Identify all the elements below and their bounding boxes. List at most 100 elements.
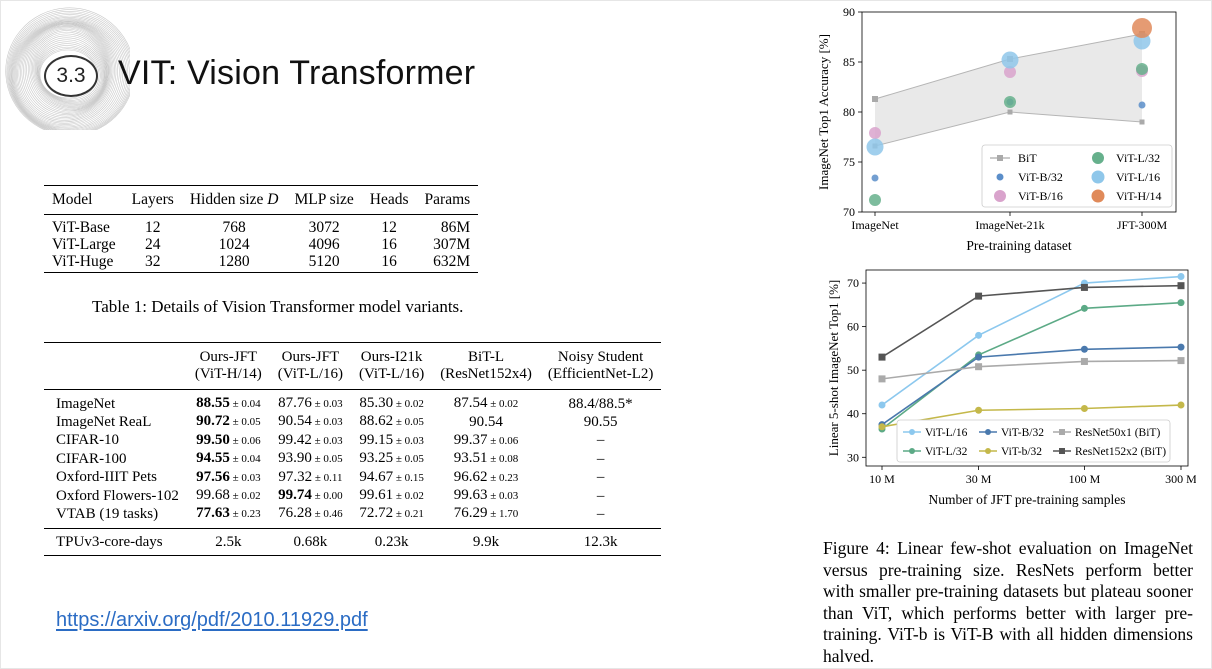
table-cell: 99.50 ± 0.06 bbox=[196, 431, 261, 448]
table-header-row: Ours-JFT (ViT-H/14) Ours-JFT (ViT-L/16) Ours… bbox=[44, 342, 662, 390]
table-cell: 307M bbox=[433, 236, 471, 253]
x-tick-label: ImageNet-21k bbox=[975, 218, 1044, 232]
table-cell: 2.5k bbox=[186, 527, 270, 557]
y-tick-label: 60 bbox=[847, 320, 859, 334]
column-header: MLP size bbox=[286, 185, 362, 215]
table-cell: 88.62 ± 0.05 bbox=[359, 413, 424, 430]
table-cell: 86M bbox=[440, 219, 471, 236]
table-cell: 99.74 ± 0.00 bbox=[278, 487, 343, 504]
data-point bbox=[1177, 299, 1185, 307]
legend-swatch bbox=[996, 173, 1004, 181]
table-cell: 90.54 bbox=[469, 413, 503, 430]
data-point bbox=[1177, 273, 1185, 281]
data-point bbox=[1080, 283, 1088, 291]
bit-upper-point bbox=[872, 96, 878, 102]
row-label: TPUv3-core-days bbox=[44, 527, 187, 557]
table-cell: 88.4/88.5* bbox=[568, 395, 633, 412]
y-tick-label: 50 bbox=[847, 363, 859, 377]
legend-label: ViT-H/14 bbox=[1116, 189, 1162, 203]
table-cell: 99.61 ± 0.02 bbox=[359, 487, 424, 504]
table-caption: Table 1: Details of Vision Transformer m… bbox=[92, 297, 464, 316]
data-point bbox=[975, 331, 983, 339]
table-cell: 0.68k bbox=[269, 527, 351, 557]
table-cell: 99.37 ± 0.06 bbox=[453, 431, 519, 448]
table-row: CIFAR-100 94.55 ± 0.04 93.90 ± 0.05 93.25 ±… bbox=[44, 450, 661, 468]
data-point bbox=[1080, 357, 1088, 365]
table-cell: 93.25 ± 0.05 bbox=[359, 450, 424, 467]
column-header: Noisy Student (EfficientNet-L2) bbox=[539, 342, 662, 390]
x-tick-label: 300 M bbox=[1165, 472, 1196, 486]
legend-swatch bbox=[1059, 429, 1065, 435]
data-point bbox=[975, 353, 983, 361]
table-cell: – bbox=[596, 469, 605, 486]
model-variants-table: Model Layers Hidden size D MLP size Head… bbox=[44, 185, 479, 273]
data-point bbox=[1080, 345, 1088, 353]
table-cell: 97.32 ± 0.11 bbox=[278, 468, 343, 485]
x-tick-label: 10 M bbox=[869, 472, 895, 486]
column-header: Ours-I21k (ViT-L/16) bbox=[350, 342, 433, 390]
table-cell: – bbox=[596, 487, 605, 504]
table-cell: 1024 bbox=[218, 236, 250, 253]
scatter-point bbox=[869, 127, 881, 139]
series-line bbox=[881, 346, 1182, 426]
table-cell: 96.62 ± 0.23 bbox=[453, 468, 519, 485]
legend-label: ResNet152x2 (BiT) bbox=[1075, 446, 1166, 458]
table-cell: 99.42 ± 0.03 bbox=[278, 431, 343, 448]
legend-swatch bbox=[909, 448, 915, 454]
table-cell: 16 bbox=[381, 236, 397, 253]
scatter-point bbox=[1004, 96, 1016, 108]
table-cell: 72.72 ± 0.21 bbox=[359, 505, 424, 522]
row-label: ImageNet bbox=[56, 395, 116, 412]
scatter-point bbox=[1001, 51, 1019, 69]
x-tick-label: 100 M bbox=[1069, 472, 1101, 486]
series-line bbox=[881, 359, 1182, 380]
row-label: CIFAR-10 bbox=[56, 432, 120, 449]
table-cell: 632M bbox=[416, 253, 479, 273]
table-cell: 87.54 ± 0.02 bbox=[453, 395, 519, 411]
data-point bbox=[878, 353, 886, 361]
column-header bbox=[44, 342, 187, 390]
y-tick-label: 80 bbox=[843, 105, 855, 119]
data-point bbox=[1080, 304, 1088, 312]
row-label: ImageNet ReaL bbox=[56, 413, 152, 430]
legend-swatch bbox=[985, 448, 991, 454]
table-cell: 12 bbox=[144, 219, 161, 236]
table-row: Oxford-IIIT Pets 97.56 ± 0.03 97.32 ± 0.11… bbox=[44, 469, 661, 487]
legend-label: ViT-L/32 bbox=[925, 446, 968, 458]
series-line bbox=[881, 284, 1182, 358]
data-point bbox=[975, 292, 983, 300]
y-tick-label: 70 bbox=[843, 205, 855, 219]
column-header: Layers bbox=[123, 185, 182, 215]
scatter-point bbox=[871, 174, 879, 182]
paper-link[interactable]: https://arxiv.org/pdf/2010.11929.pdf bbox=[56, 609, 368, 631]
data-point bbox=[1177, 401, 1185, 409]
legend-swatch bbox=[997, 155, 1003, 161]
column-header: Hidden size D bbox=[181, 185, 287, 215]
legend-label: ResNet50x1 (BiT) bbox=[1075, 427, 1160, 439]
series-line bbox=[881, 275, 1182, 406]
table-cell: 99.63 ± 0.03 bbox=[453, 487, 519, 504]
slide-title: VIT: Vision Transformer bbox=[118, 54, 476, 92]
tpu-row: TPUv3-core-days 2.5k 0.68k 0.23k 9.9k 12.3k bbox=[44, 527, 662, 557]
scatter-point bbox=[866, 138, 884, 156]
y-tick-label: 85 bbox=[843, 55, 855, 69]
table-cell: 77.63 ± 0.23 bbox=[196, 505, 261, 522]
legend-swatch bbox=[1091, 189, 1105, 203]
x-tick-label: ImageNet bbox=[851, 218, 899, 232]
table-cell: 9.9k bbox=[432, 527, 540, 557]
plot-frame bbox=[865, 269, 1189, 467]
bit-lower-point bbox=[1139, 119, 1145, 125]
scatter-point bbox=[1004, 66, 1016, 78]
table-cell: 94.67 ± 0.15 bbox=[359, 468, 424, 485]
scatter-point bbox=[1136, 63, 1148, 75]
table-cell: 1280 bbox=[181, 253, 287, 273]
row-label: ViT-Huge bbox=[44, 253, 124, 273]
row-label: ViT-Base bbox=[52, 219, 110, 236]
legend-swatch bbox=[1092, 152, 1104, 164]
legend-label: ViT-L/16 bbox=[1116, 170, 1160, 184]
x-axis-label: Number of JFT pre-training samples bbox=[929, 492, 1126, 507]
series-line bbox=[881, 404, 1182, 428]
table-row: ViT-Large 24 1024 4096 16 307M bbox=[44, 236, 478, 253]
legend-swatch bbox=[1091, 170, 1105, 184]
scatter-point bbox=[1138, 101, 1146, 109]
